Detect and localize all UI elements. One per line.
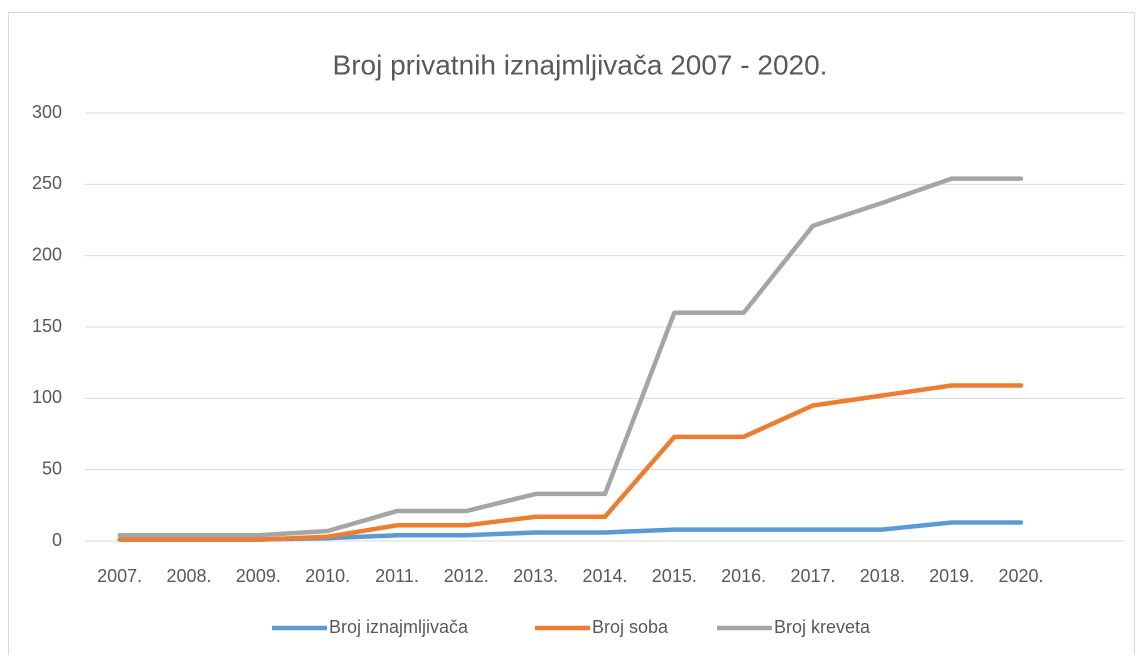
x-tick-label: 2020. (998, 566, 1043, 586)
x-tick-label: 2014. (582, 566, 627, 586)
x-tick-label: 2007. (97, 566, 142, 586)
y-tick-label: 0 (52, 530, 62, 550)
legend-label: Broj soba (592, 617, 669, 637)
chart-title: Broj privatnih iznajmljivača 2007 - 2020… (333, 49, 828, 80)
y-tick-label: 200 (32, 244, 62, 264)
y-tick-label: 150 (32, 316, 62, 336)
y-tick-label: 50 (42, 458, 62, 478)
x-tick-label: 2010. (305, 566, 350, 586)
x-tick-label: 2018. (860, 566, 905, 586)
line-series (117, 383, 1024, 542)
legend-label: Broj iznajmljivača (329, 617, 469, 637)
y-tick-label: 300 (32, 102, 62, 122)
chart-frame (8, 12, 1135, 655)
x-tick-label: 2009. (236, 566, 281, 586)
x-tick-label: 2017. (790, 566, 835, 586)
y-tick-label: 100 (32, 387, 62, 407)
x-tick-label: 2015. (652, 566, 697, 586)
x-tick-label: 2008. (166, 566, 211, 586)
x-tick-label: 2019. (929, 566, 974, 586)
line-series (117, 176, 1024, 538)
x-tick-label: 2013. (513, 566, 558, 586)
x-tick-label: 2011. (375, 566, 419, 586)
x-tick-label: 2016. (721, 566, 766, 586)
legend-label: Broj kreveta (774, 617, 871, 637)
x-tick-label: 2012. (444, 566, 489, 586)
y-tick-label: 250 (32, 173, 62, 193)
